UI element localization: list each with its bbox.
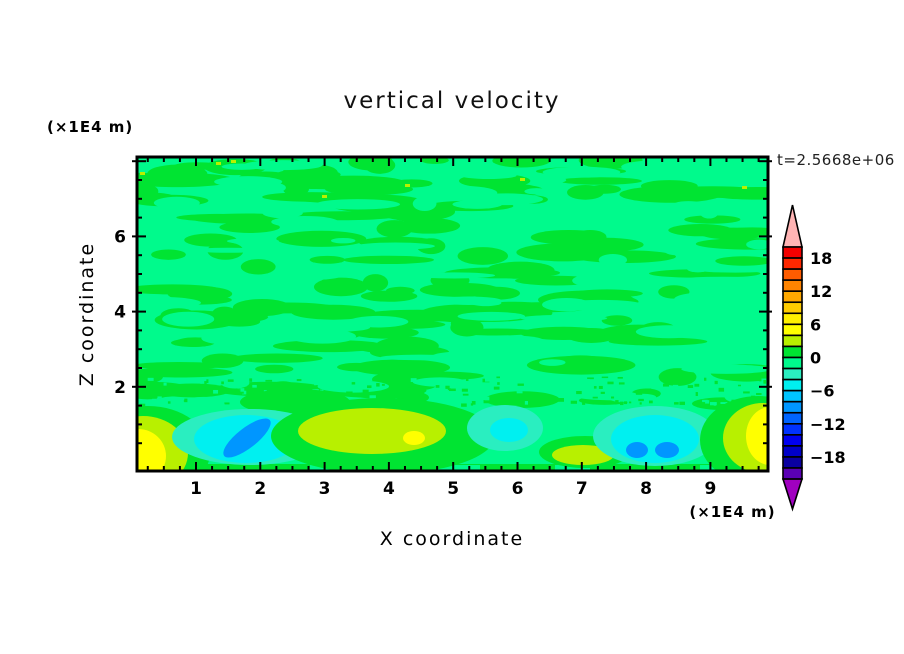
x-tick-label: 9 (704, 479, 716, 499)
x-tick-label: 7 (576, 479, 588, 499)
x-tick-label: 3 (319, 479, 331, 499)
x-axis-title: X coordinate (379, 528, 525, 550)
colorbar: 18 12 6 0 −6 −12 −18 (781, 204, 846, 512)
colorbar-label: −18 (810, 448, 846, 467)
y-tick-label: 2 (114, 378, 126, 398)
colorbar-label: 12 (810, 282, 832, 301)
time-annotation: t=2.5668e+06 (777, 151, 895, 169)
x-tick-label: 8 (640, 479, 652, 499)
colorbar-label: 0 (810, 349, 821, 368)
x-tick-label: 1 (190, 479, 202, 499)
x-axis-unit-label: (×1E4 m) (689, 503, 776, 521)
y-tick-label: 4 (114, 303, 126, 323)
y-axis-unit-label: (×1E4 m) (47, 118, 134, 136)
axis-ticks (132, 157, 772, 471)
x-tick-label: 5 (447, 479, 459, 499)
colorbar-over-arrow (781, 204, 804, 248)
colorbar-under-arrow (781, 478, 804, 512)
colorbar-label: 18 (810, 249, 832, 268)
x-tick-label: 6 (512, 479, 524, 499)
tick-labels: 1 2 3 4 5 6 7 8 9 2 4 6 (114, 227, 716, 499)
colorbar-label: 6 (810, 315, 821, 334)
x-tick-label: 4 (383, 479, 395, 499)
colorbar-label: −12 (810, 415, 846, 434)
colorbar-label: −6 (810, 382, 835, 401)
contour-field (137, 157, 768, 471)
x-tick-label: 2 (254, 479, 266, 499)
chart-title: vertical velocity (343, 88, 561, 114)
y-tick-label: 6 (114, 227, 126, 247)
